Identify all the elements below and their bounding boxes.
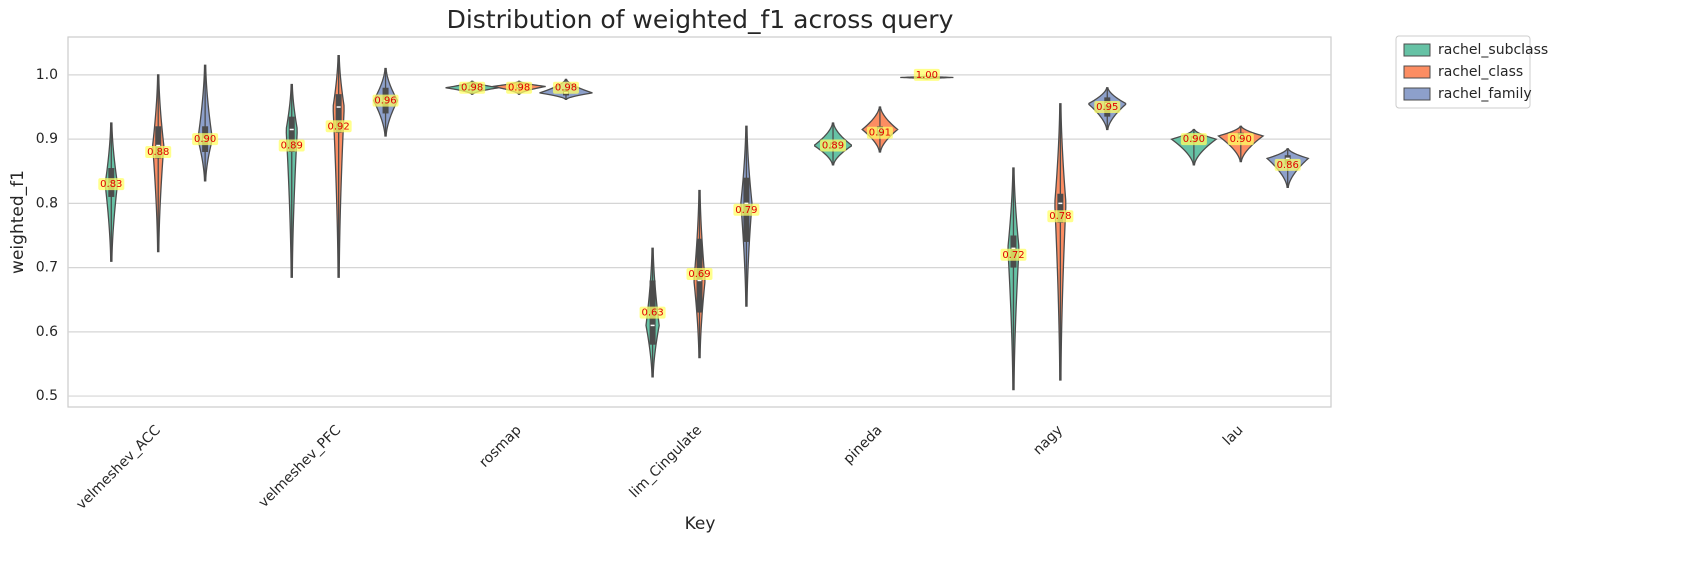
value-label: 0.98 [461,83,483,94]
value-label: 0.98 [508,83,530,94]
iqr-box [288,116,295,152]
value-label: 0.89 [281,141,303,152]
value-label-box [866,126,893,139]
value-label-box [98,178,125,191]
value-label-box [372,94,399,107]
y-tick-label: 1.0 [36,67,58,83]
value-label-box [913,68,940,81]
value-label: 0.72 [1002,250,1024,261]
value-label: 0.89 [822,141,844,152]
y-tick-label: 0.7 [36,260,58,276]
value-label: 0.91 [869,128,891,139]
value-label: 0.90 [194,134,216,145]
value-label-box [552,81,579,94]
y-tick-label: 0.9 [36,131,58,147]
legend-swatch [1403,43,1431,57]
value-label-box [1180,133,1207,146]
value-label: 0.63 [641,308,663,319]
chart-title: Distribution of weighted_f1 across query [447,5,954,34]
iqr-box [335,94,342,133]
x-tick-label: pineda [841,422,886,467]
value-label-box [278,139,305,152]
value-label-box [1000,248,1027,261]
value-label: 0.88 [147,147,169,158]
value-label-box [192,133,219,146]
y-tick-label: 0.6 [36,324,58,340]
value-label-box [1094,101,1121,114]
y-tick-label: 0.5 [36,388,58,404]
legend-swatch [1403,87,1431,101]
value-label: 0.83 [100,179,122,190]
value-label: 0.90 [1183,134,1205,145]
iqr-box [1057,193,1064,223]
value-label: 0.95 [1096,102,1118,113]
value-label: 0.69 [688,269,710,280]
value-label-box [145,145,172,158]
legend-label: rachel_class [1438,64,1523,80]
x-tick-label: velmeshev_PFC [256,422,345,511]
value-label: 1.00 [916,70,938,81]
value-label: 0.96 [374,96,396,107]
value-label-box [1274,158,1301,171]
value-label: 0.90 [1230,134,1252,145]
x-axis-label: Key [685,514,716,534]
iqr-box [155,126,162,159]
value-label: 0.79 [735,205,757,216]
value-label-box [506,81,533,94]
legend-label: rachel_subclass [1438,42,1548,58]
value-label-box [733,203,760,216]
x-tick-label: lau [1220,422,1246,448]
value-label-box [686,268,713,281]
value-label-box [325,120,352,133]
legend-label: rachel_family [1438,86,1532,102]
value-label-box [820,139,847,152]
value-label: 0.78 [1049,211,1071,222]
x-tick-label: nagy [1030,422,1066,458]
value-label-box [459,81,486,94]
value-label: 0.92 [328,121,350,132]
x-tick-label: rosmap [476,422,524,470]
y-axis-label: weighted_f1 [8,170,28,274]
legend-swatch [1403,65,1431,79]
value-label-box [639,306,666,319]
value-label: 0.86 [1277,160,1299,171]
x-tick-label: lim_Cingulate [626,422,705,501]
value-label: 0.98 [555,83,577,94]
value-label-box [1227,133,1254,146]
y-tick-label: 0.8 [36,195,58,211]
value-label-box [1047,210,1074,223]
x-tick-label: velmeshev_ACC [73,422,164,513]
